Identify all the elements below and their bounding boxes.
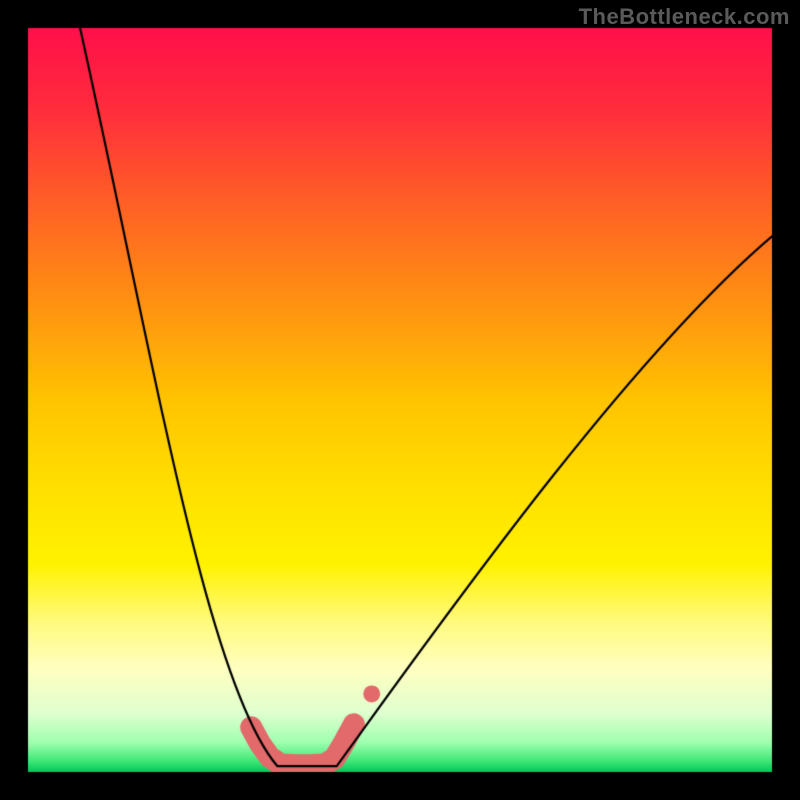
bottleneck-chart xyxy=(0,0,800,800)
watermark-text: TheBottleneck.com xyxy=(579,4,790,30)
